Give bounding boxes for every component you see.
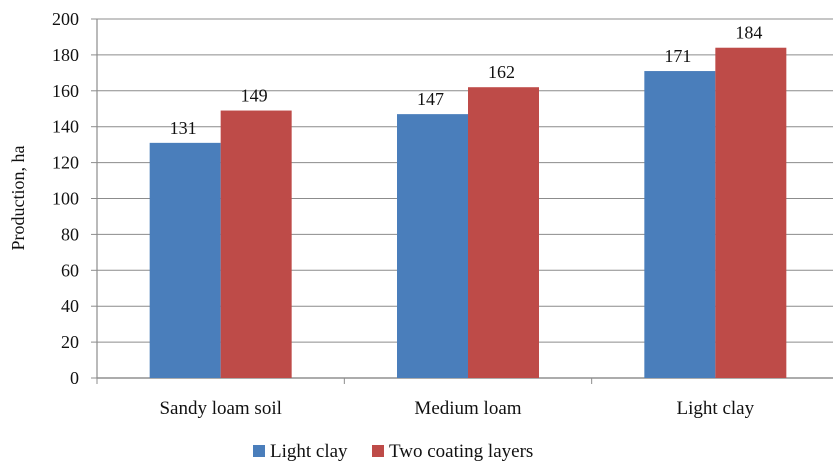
- data-label: 162: [488, 62, 515, 82]
- y-tick-label: 100: [52, 189, 79, 209]
- y-tick-label: 0: [70, 368, 79, 388]
- legend-swatch: [253, 445, 265, 457]
- y-axis-title: Production, ha: [8, 146, 28, 251]
- y-tick-label: 140: [52, 117, 79, 137]
- bar: [644, 71, 716, 379]
- bars-layer: [149, 47, 787, 379]
- y-tick-label: 80: [61, 224, 79, 244]
- category-label: Medium loam: [414, 398, 521, 419]
- y-tick-label: 40: [61, 296, 79, 316]
- legend-label: Light clay: [270, 441, 348, 462]
- y-tick-label: 120: [52, 153, 79, 173]
- y-tick-label: 60: [61, 260, 79, 280]
- bar: [149, 142, 221, 378]
- bar: [397, 114, 468, 378]
- y-tick-label: 20: [61, 332, 79, 352]
- category-label: Sandy loam soil: [159, 398, 281, 419]
- labels-layer: 131 149 Sandy loam soil 147 162 Medium loam 17…: [159, 23, 762, 419]
- data-label: 171: [664, 46, 691, 66]
- y-tick-label: 160: [52, 81, 79, 101]
- data-label: 147: [417, 89, 444, 109]
- bar: [468, 87, 539, 379]
- y-tick-label: 180: [52, 45, 79, 65]
- category-label: Light clay: [677, 398, 755, 419]
- data-label: 184: [735, 23, 762, 43]
- legend-label: Two coating layers: [389, 441, 533, 462]
- legend: Light clay Two coating layers: [253, 441, 533, 462]
- legend-swatch: [372, 445, 384, 457]
- bar: [220, 110, 292, 379]
- data-label: 149: [241, 86, 268, 106]
- data-label: 131: [170, 118, 197, 138]
- y-tick-label: 200: [52, 9, 79, 29]
- bar: [715, 47, 787, 378]
